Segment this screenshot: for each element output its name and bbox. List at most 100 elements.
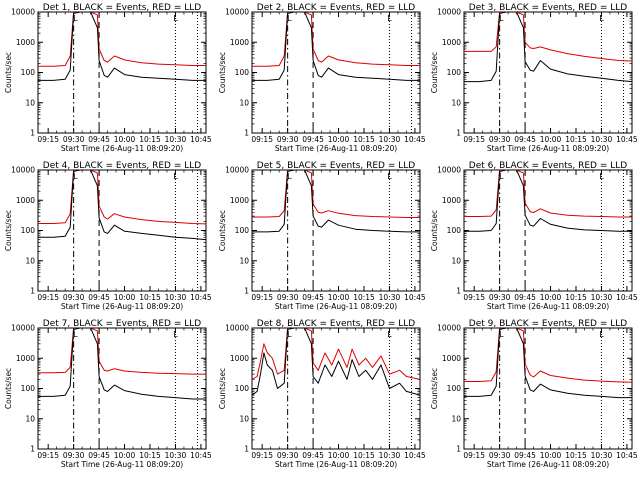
y-axis-label: Counts/sec [4,210,13,251]
y-tick-label: 1 [30,129,35,138]
lld-series-line [464,170,632,218]
y-axis-label: Counts/sec [4,368,13,409]
x-tick-label: 09:45 [514,451,536,460]
y-tick-label: 1 [456,287,461,296]
x-tick-label: 10:45 [190,451,212,460]
lld-series-line [464,328,632,383]
y-axis-label: Counts/sec [430,368,439,409]
x-tick-label: 10:30 [165,135,187,144]
flag-marker: L [73,330,78,339]
plot-frame [251,169,421,292]
x-tick-label: 09:45 [302,293,324,302]
x-tick-label: 09:30 [277,293,299,302]
x-tick-label: 10:15 [139,293,161,302]
y-tick-label: 10 [239,98,249,107]
plot-frame [463,11,633,134]
y-tick-label: 1000 [230,354,249,363]
x-tick-label: 09:45 [88,293,110,302]
events-series-line [252,170,420,233]
x-tick-label: 10:30 [379,451,401,460]
x-tick-label: 09:30 [63,451,85,460]
series-group [252,328,420,396]
y-tick-label: 10 [451,414,461,423]
x-tick-label: 10:00 [540,135,562,144]
x-tick-label: 10:00 [114,293,136,302]
y-axis-label: Counts/sec [218,368,227,409]
x-axis-label: Start Time (26-Aug-11 08:09:20) [487,460,609,469]
series-group [464,170,632,232]
x-tick-label: 10:00 [540,451,562,460]
y-tick-label: 10 [239,256,249,265]
flag-marker: L [499,14,504,23]
panel-title: Det 2, BLACK = Events, RED = LLD [257,3,416,13]
x-tick-label: 09:30 [489,451,511,460]
y-tick-label: 1000 [442,38,461,47]
x-tick-label: 10:45 [404,293,426,302]
panel-title: Det 9, BLACK = Events, RED = LLD [469,319,628,329]
panel-det-6: 1 10 100 1000 10000 09:15 09:30 09:45 10:00 10:15… [430,161,638,311]
y-tick-label: 1 [456,445,461,454]
y-tick-label: 10000 [225,8,249,17]
x-tick-label: 10:45 [404,451,426,460]
y-tick-label: 10000 [11,8,35,17]
x-tick-label: 10:15 [353,135,375,144]
y-tick-label: 1 [244,287,249,296]
panel-title: Det 4, BLACK = Events, RED = LLD [43,161,202,171]
flag-marker: L [173,14,178,23]
x-tick-label: 10:30 [379,293,401,302]
y-tick-label: 1000 [442,354,461,363]
x-tick-label: 10:15 [565,293,587,302]
x-tick-label: 10:45 [616,135,638,144]
x-tick-label: 09:45 [88,135,110,144]
y-tick-label: 1000 [16,38,35,47]
x-tick-label: 09:15 [37,451,59,460]
x-tick-label: 10:45 [190,293,212,302]
series-group [252,170,420,233]
x-tick-label: 10:30 [165,451,187,460]
flag-marker: L [73,172,78,181]
y-tick-label: 1000 [230,38,249,47]
x-tick-label: 10:30 [591,135,613,144]
x-tick-label: 09:30 [277,135,299,144]
x-tick-label: 10:30 [165,293,187,302]
x-tick-label: 09:30 [489,135,511,144]
x-tick-label: 10:45 [190,135,212,144]
panel-det-1: 1 10 100 1000 10000 09:15 09:30 09:45 10:00 10:15… [4,3,212,153]
plot-frame [37,327,207,450]
y-tick-label: 1000 [16,196,35,205]
panel-det-4: 1 10 100 1000 10000 09:15 09:30 09:45 10:00 10:15… [4,161,212,311]
y-tick-label: 10000 [225,166,249,175]
y-tick-label: 1 [30,445,35,454]
y-tick-label: 10000 [437,324,461,333]
x-tick-label: 09:45 [88,451,110,460]
x-tick-label: 09:15 [37,135,59,144]
x-tick-label: 09:45 [302,451,324,460]
panel-title: Det 5, BLACK = Events, RED = LLD [257,161,416,171]
x-tick-label: 10:00 [328,135,350,144]
flag-marker: L [387,172,392,181]
events-series-line [464,12,632,83]
lld-series-line [464,12,632,62]
y-tick-label: 1000 [442,196,461,205]
flag-marker: L [287,330,292,339]
x-tick-label: 10:00 [540,293,562,302]
x-tick-label: 10:45 [404,135,426,144]
y-tick-label: 10000 [225,324,249,333]
lld-series-line [38,12,206,67]
y-tick-label: 10 [25,414,35,423]
y-tick-label: 10000 [11,166,35,175]
flag-marker: L [287,14,292,23]
events-series-line [38,328,206,400]
x-tick-label: 10:15 [565,135,587,144]
y-axis-label: Counts/sec [430,52,439,93]
flag-marker: L [599,330,604,339]
y-tick-label: 1 [456,129,461,138]
y-tick-label: 1000 [230,196,249,205]
x-axis-label: Start Time (26-Aug-11 08:09:20) [275,144,397,153]
y-tick-label: 10 [239,414,249,423]
y-tick-label: 10 [451,256,461,265]
lld-series-line [252,328,420,380]
flag-marker: L [387,14,392,23]
x-tick-label: 10:15 [565,451,587,460]
